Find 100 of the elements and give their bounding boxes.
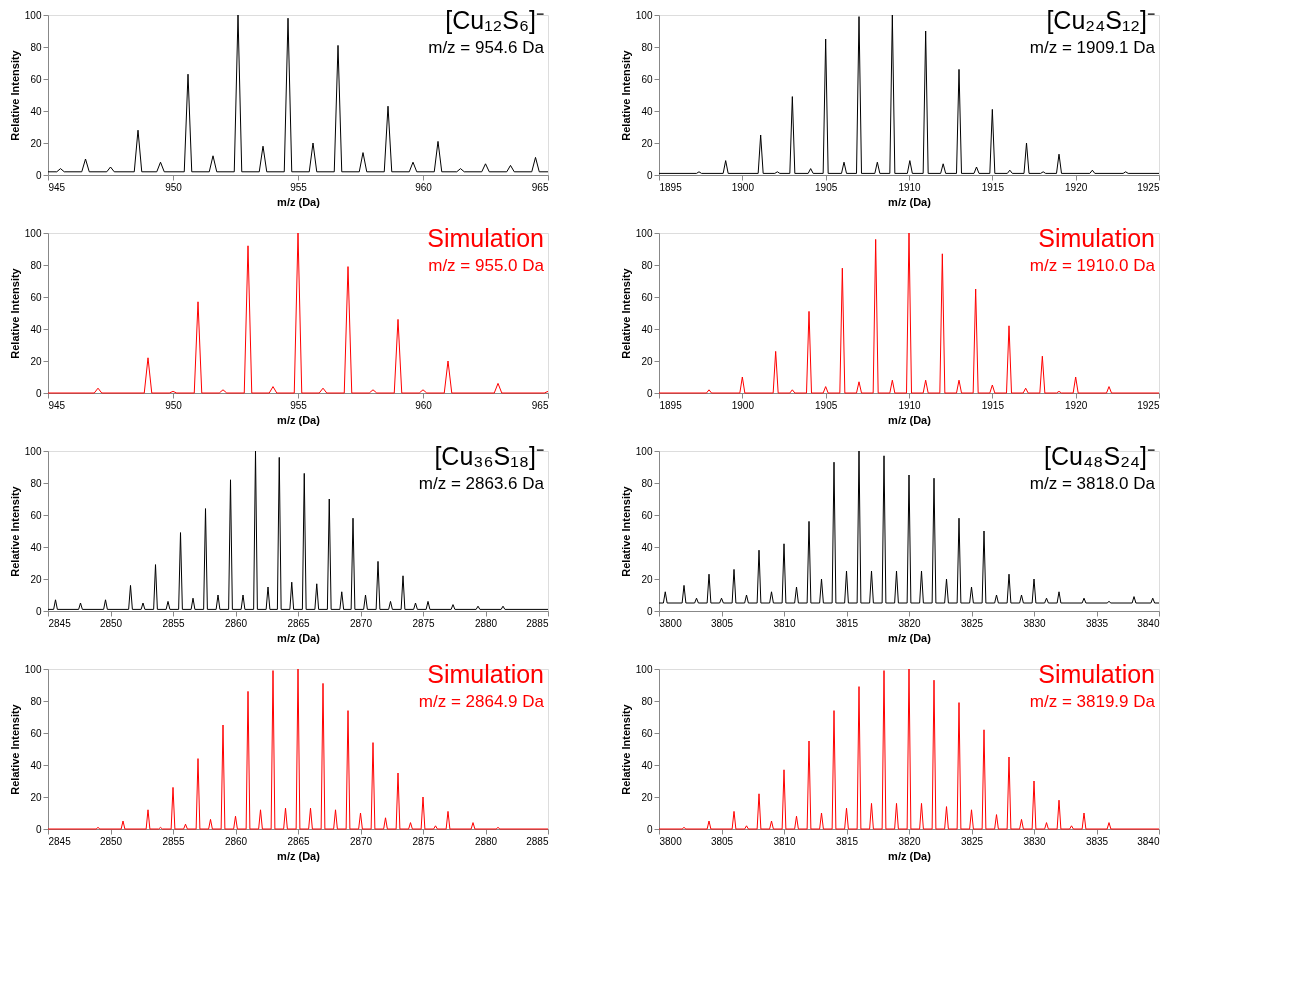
y-tick-label: 100 <box>635 227 653 239</box>
x-tick-label: 3840 <box>1137 617 1160 629</box>
y-tick-label: 20 <box>641 355 653 367</box>
y-tick-label: 40 <box>641 105 653 117</box>
y-tick-label: 60 <box>30 73 42 85</box>
chart-title: Simulation <box>1038 660 1155 688</box>
y-tick-label: 60 <box>641 73 653 85</box>
x-tick-label: 2885 <box>526 617 549 629</box>
x-tick-label: 945 <box>48 181 66 193</box>
y-tick-label: 0 <box>35 387 42 399</box>
y-tick-label: 0 <box>646 387 653 399</box>
x-tick-label: 1900 <box>731 181 755 193</box>
y-axis-title: Relative Intensity <box>619 485 632 577</box>
text: m/z = 3818.0 Da <box>1029 474 1156 493</box>
y-tick-label: 20 <box>30 137 42 149</box>
chart-title: Simulation <box>427 224 544 252</box>
x-tick-label: 2845 <box>48 617 72 629</box>
x-tick-label: 2865 <box>287 617 311 629</box>
y-axis-title: Relative Intensity <box>8 49 21 141</box>
x-tick-label: 3835 <box>1085 617 1109 629</box>
y-tick-label: 60 <box>30 509 42 521</box>
y-tick-label: 0 <box>646 605 653 617</box>
y-tick-label: 0 <box>35 605 42 617</box>
x-tick-label: 1915 <box>981 399 1005 411</box>
chart-title: [Cu₁₂S₆]⁻ <box>445 6 544 34</box>
y-tick-label: 100 <box>24 9 42 21</box>
x-tick-label: 2885 <box>526 835 549 847</box>
y-tick-label: 80 <box>641 259 653 271</box>
x-tick-label: 2850 <box>99 617 123 629</box>
text: m/z = 2863.6 Da <box>418 474 545 493</box>
y-tick-label: 20 <box>641 137 653 149</box>
y-tick-label: 40 <box>30 541 42 553</box>
y-tick-label: 0 <box>646 169 653 181</box>
x-tick-label: 2870 <box>349 835 373 847</box>
chart-title: Simulation <box>1038 224 1155 252</box>
x-tick-label: 1925 <box>1137 181 1160 193</box>
y-tick-label: 60 <box>641 291 653 303</box>
x-tick-label: 3815 <box>835 617 859 629</box>
x-axis-title: m/z (Da) <box>277 413 321 426</box>
x-tick-label: 2880 <box>474 617 498 629</box>
x-tick-label: 955 <box>290 181 308 193</box>
x-tick-label: 950 <box>165 399 183 411</box>
x-tick-label: 1910 <box>898 399 922 411</box>
x-tick-label: 1920 <box>1065 181 1088 193</box>
y-tick-label: 0 <box>35 169 42 181</box>
y-axis-title: Relative Intensity <box>619 267 632 359</box>
chart-title: [Cu₃₆S₁₈]⁻ <box>434 442 544 470</box>
y-tick-label: 40 <box>30 323 42 335</box>
y-tick-label: 20 <box>641 791 653 803</box>
x-tick-label: 950 <box>165 181 183 193</box>
y-tick-label: 40 <box>30 759 42 771</box>
x-tick-label: 3815 <box>835 835 859 847</box>
chart-title: Simulation <box>427 660 544 688</box>
x-tick-label: 945 <box>48 399 66 411</box>
y-tick-label: 60 <box>30 727 42 739</box>
x-tick-label: 1910 <box>898 181 922 193</box>
x-tick-label: 2855 <box>162 835 186 847</box>
y-tick-label: 80 <box>30 695 42 707</box>
x-axis-title: m/z (Da) <box>888 631 932 644</box>
x-tick-label: 2860 <box>224 835 248 847</box>
x-tick-label: 960 <box>415 399 433 411</box>
y-tick-label: 40 <box>641 541 653 553</box>
y-axis-title: Relative Intensity <box>8 267 21 359</box>
x-tick-label: 2855 <box>162 617 186 629</box>
x-tick-label: 3810 <box>773 617 797 629</box>
x-tick-label: 1915 <box>981 181 1005 193</box>
y-tick-label: 20 <box>30 573 42 585</box>
x-axis-title: m/z (Da) <box>888 849 932 862</box>
x-tick-label: 3825 <box>960 835 984 847</box>
x-tick-label: 2870 <box>349 617 373 629</box>
x-tick-label: 3810 <box>773 835 797 847</box>
y-tick-label: 20 <box>30 355 42 367</box>
y-tick-label: 100 <box>635 445 653 457</box>
y-axis-title: Relative Intensity <box>8 703 21 795</box>
y-tick-label: 0 <box>646 823 653 835</box>
y-tick-label: 60 <box>641 727 653 739</box>
x-tick-label: 2860 <box>224 617 248 629</box>
y-tick-label: 20 <box>641 573 653 585</box>
text: m/z = 2864.9 Da <box>418 692 545 711</box>
text: m/z = 955.0 Da <box>428 256 545 275</box>
y-axis-title: Relative Intensity <box>8 485 21 577</box>
x-tick-label: 1925 <box>1137 399 1160 411</box>
x-axis-title: m/z (Da) <box>277 849 321 862</box>
x-tick-label: 3820 <box>898 835 922 847</box>
x-tick-label: 965 <box>531 399 549 411</box>
y-tick-label: 100 <box>24 445 42 457</box>
x-tick-label: 1895 <box>659 181 683 193</box>
y-tick-label: 80 <box>30 477 42 489</box>
y-tick-label: 80 <box>641 477 653 489</box>
x-axis-title: m/z (Da) <box>888 413 932 426</box>
x-tick-label: 2875 <box>412 617 436 629</box>
x-tick-label: 3820 <box>898 617 922 629</box>
x-tick-label: 3830 <box>1023 617 1047 629</box>
chart-title: [Cu₂₄S₁₂]⁻ <box>1046 6 1155 34</box>
y-tick-label: 100 <box>635 663 653 675</box>
x-tick-label: 1895 <box>659 399 683 411</box>
x-tick-label: 960 <box>415 181 433 193</box>
x-tick-label: 1905 <box>815 181 838 193</box>
chart-title: [Cu₄₈S₂₄]⁻ <box>1043 442 1155 470</box>
y-tick-label: 0 <box>35 823 42 835</box>
